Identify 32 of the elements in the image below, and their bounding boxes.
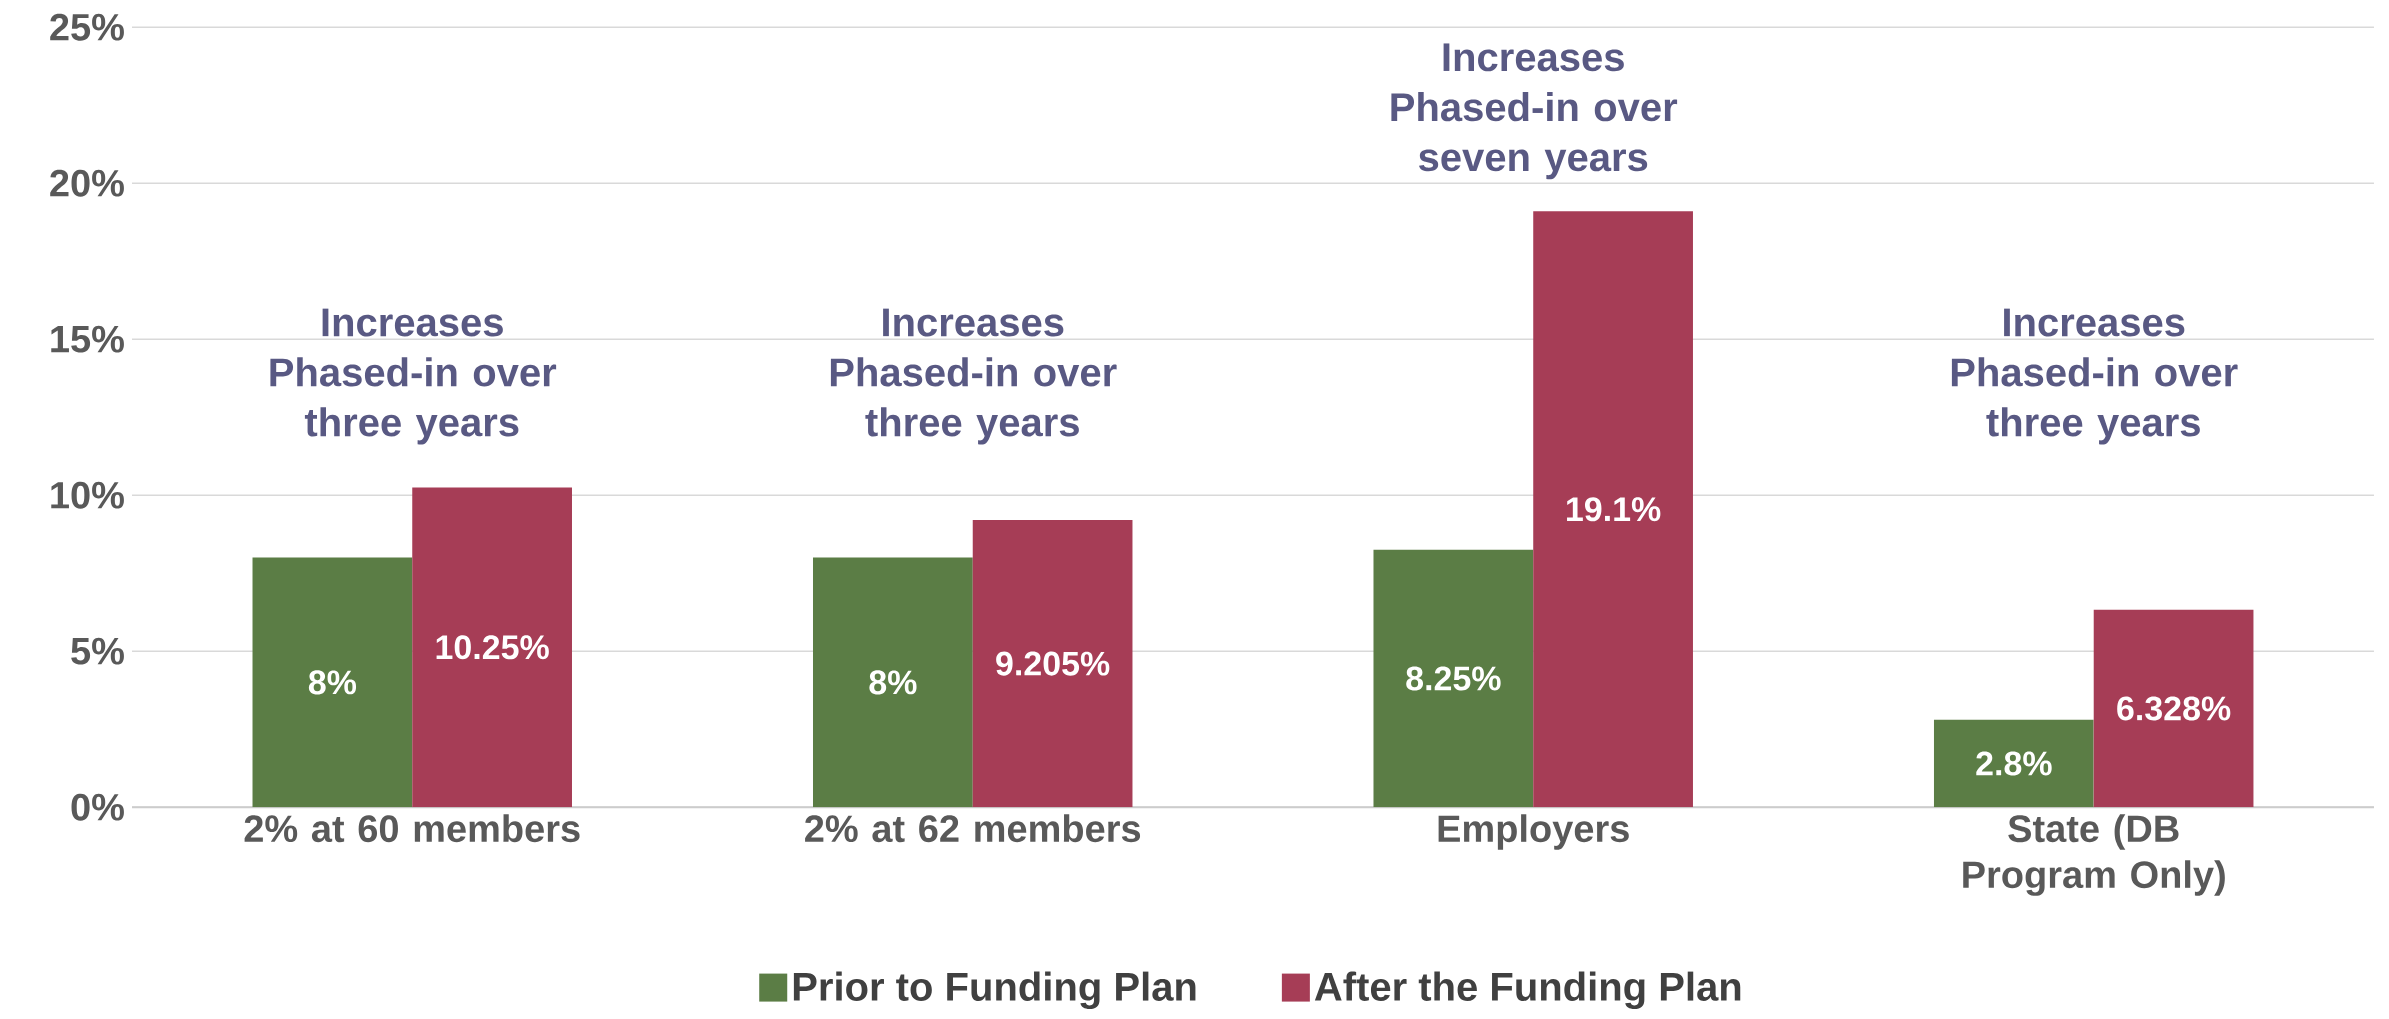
bar	[412, 487, 572, 808]
data-label: 19.1%	[1567, 497, 1661, 522]
bar	[2093, 609, 2254, 808]
y-tick-label: 10%	[51, 481, 124, 509]
y-tick-label: 5%	[71, 637, 124, 665]
x-tick-label: State (DB Program Only)	[1963, 814, 2225, 896]
annotation: Increases Phased-in over three years	[1951, 308, 2238, 445]
y-tick-label: 0%	[71, 793, 124, 821]
bar	[813, 557, 973, 808]
y-tick-label: 15%	[51, 325, 124, 353]
data-label: 8%	[869, 670, 917, 695]
x-tick-label: 2% at 62 members	[805, 814, 1141, 843]
x-tick-label: Employers	[1438, 814, 1629, 850]
bar	[1373, 549, 1534, 808]
bar	[972, 520, 1133, 808]
x-tick-label: 2% at 60 members	[244, 814, 580, 843]
y-tick-label: 20%	[50, 169, 124, 197]
data-label: 8%	[308, 670, 357, 695]
data-label: 6.328%	[2117, 696, 2231, 721]
bar	[1933, 719, 2094, 808]
bar	[252, 557, 413, 808]
annotation: Increases Phased-in over seven years	[1391, 43, 1678, 180]
annotation: Increases Phased-in over three years	[830, 308, 1117, 445]
data-label: 10.25%	[436, 635, 549, 660]
data-label: 2.8%	[1976, 751, 2052, 776]
data-label: 8.25%	[1406, 666, 1501, 691]
legend-label: After the Funding Plan	[1314, 971, 1741, 1010]
y-tick-label: 25%	[50, 13, 124, 41]
bar	[1533, 211, 1693, 808]
annotation: Increases Phased-in over three years	[270, 308, 557, 445]
data-label: 9.205%	[996, 651, 1110, 676]
legend-label: Prior to Funding Plan	[793, 971, 1196, 1010]
